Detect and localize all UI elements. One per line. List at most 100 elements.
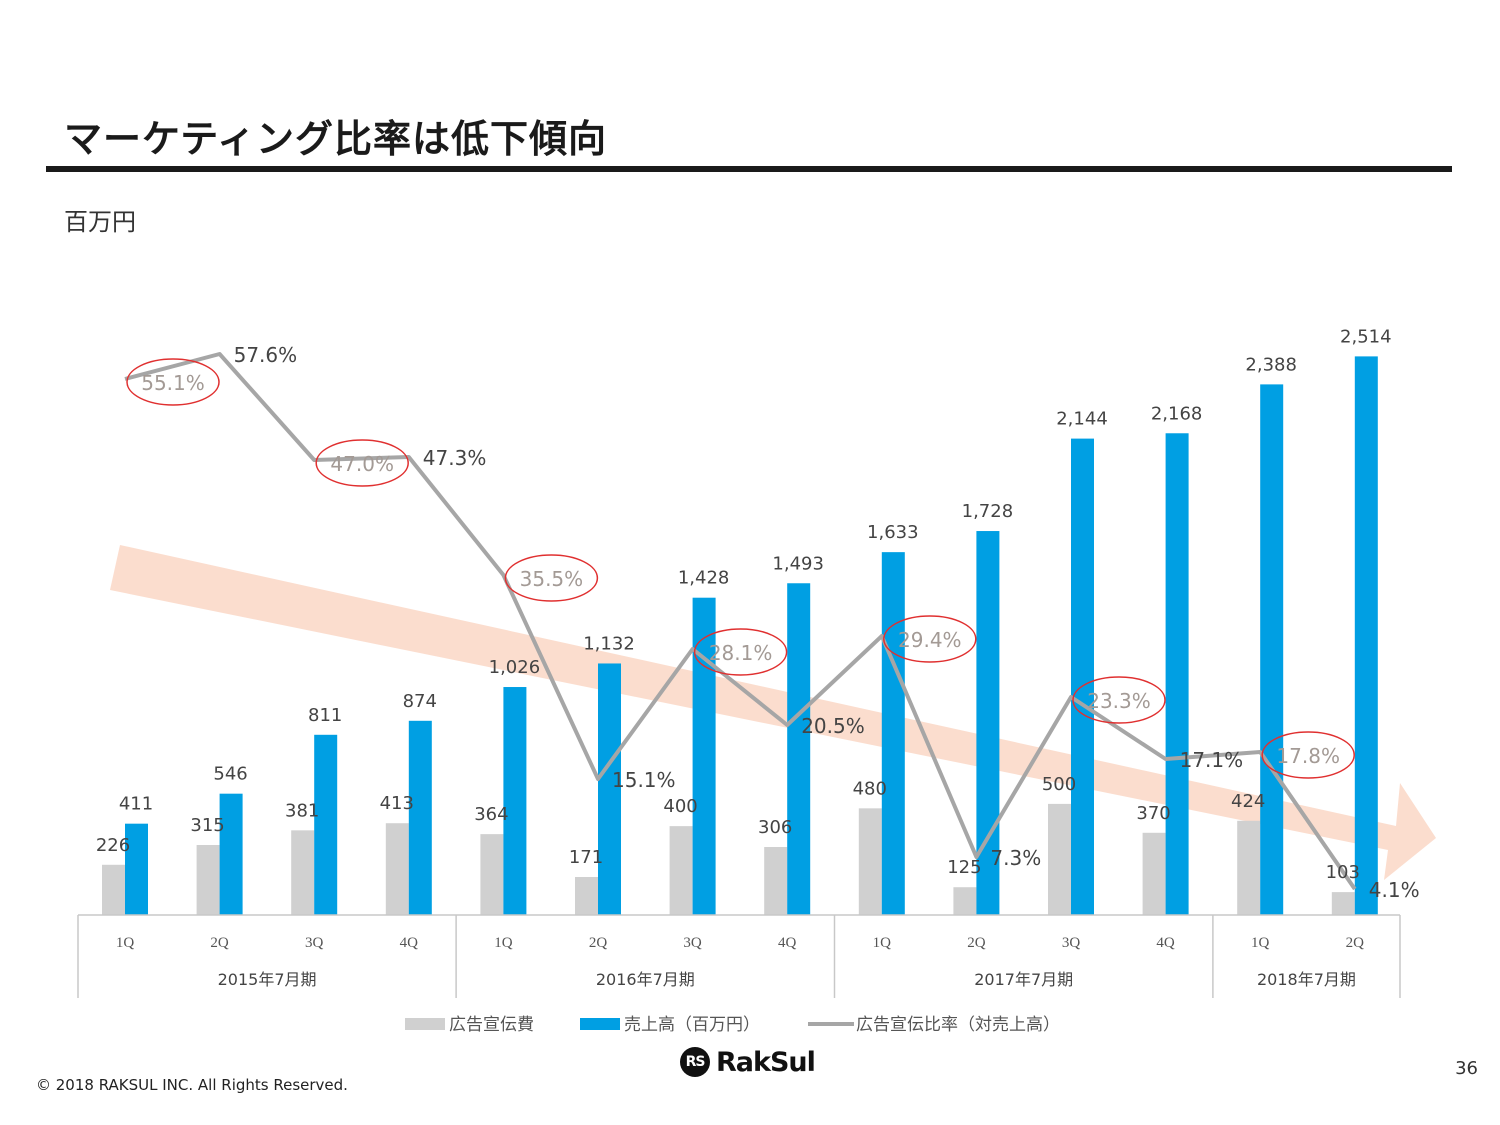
cost-value-label: 424: [1231, 791, 1265, 812]
sales-value-label: 1,026: [489, 657, 541, 678]
category-label: 3Q: [305, 935, 324, 951]
legend-label: 広告宣伝費: [449, 1015, 534, 1035]
category-label: 1Q: [1251, 935, 1270, 951]
cost-bar: [1142, 832, 1166, 915]
cost-value-label: 381: [285, 800, 319, 821]
category-label: 4Q: [400, 935, 419, 951]
ratio-label: 55.1%: [141, 371, 205, 395]
category-label: 4Q: [1156, 935, 1175, 951]
raksul-logo: RS RakSul: [680, 1043, 816, 1081]
category-label: 1Q: [873, 935, 892, 951]
cost-bar: [480, 834, 504, 915]
sales-value-label: 2,144: [1056, 409, 1108, 430]
sales-value-label: 2,168: [1151, 403, 1203, 424]
highlight-ellipse: [126, 358, 220, 406]
cost-bar: [1237, 820, 1261, 915]
category-label: 4Q: [778, 935, 797, 951]
sales-value-label: 1,493: [772, 553, 824, 574]
legend-swatch: [405, 1018, 445, 1030]
category-label: 2Q: [210, 935, 229, 951]
sales-value-label: 2,514: [1340, 326, 1392, 347]
sales-bar: [125, 823, 148, 915]
ratio-line: [124, 352, 1357, 891]
highlight-ellipse: [315, 439, 409, 487]
cost-value-label: 364: [474, 804, 508, 825]
category-label: 2Q: [1346, 935, 1365, 951]
sales-value-label: 411: [119, 794, 153, 815]
category-label: 3Q: [1062, 935, 1081, 951]
sales-value-label: 2,388: [1245, 354, 1297, 375]
raksul-logo-icon: RS: [680, 1047, 710, 1077]
sales-bar: [1165, 433, 1189, 915]
category-label: 1Q: [116, 935, 135, 951]
copyright: © 2018 RAKSUL INC. All Rights Reserved.: [36, 1076, 348, 1094]
ratio-label: 29.4%: [898, 628, 962, 652]
sales-bar: [1071, 438, 1094, 915]
legend-swatch: [580, 1018, 620, 1030]
highlight-ellipse: [883, 615, 977, 663]
ratio-label: 47.3%: [423, 446, 487, 470]
sales-bar: [976, 531, 1000, 915]
cost-bar: [196, 845, 220, 915]
category-label: 3Q: [683, 935, 702, 951]
sales-value-label: 1,428: [678, 568, 730, 589]
sales-bar: [881, 552, 905, 915]
category-label: 1Q: [494, 935, 513, 951]
sales-value-label: 546: [213, 764, 247, 785]
cost-value-label: 171: [569, 847, 603, 868]
sales-value-label: 1,728: [962, 501, 1014, 522]
ratio-label: 57.6%: [234, 343, 298, 367]
legend-label: 広告宣伝比率（対売上高）: [856, 1015, 1060, 1035]
page-number: 36: [1455, 1058, 1478, 1079]
ratio-label: 23.3%: [1087, 689, 1151, 713]
ratio-label: 47.0%: [330, 452, 394, 476]
cost-bar: [764, 847, 788, 915]
sales-value-label: 1,633: [867, 522, 919, 543]
cost-value-label: 370: [1136, 803, 1170, 824]
legend-label: 売上高（百万円）: [624, 1015, 760, 1035]
ratio-label: 17.8%: [1276, 744, 1340, 768]
cost-value-label: 413: [380, 793, 414, 814]
cost-value-label: 226: [96, 835, 130, 856]
cost-bar: [1048, 803, 1071, 915]
logo-text: RakSul: [716, 1046, 816, 1078]
sales-value-label: 1,132: [583, 633, 635, 654]
category-label: 2Q: [589, 935, 608, 951]
sales-bar: [598, 663, 621, 915]
ratio-label: 17.1%: [1180, 748, 1244, 772]
cost-bar: [102, 864, 125, 915]
highlight-ellipse: [1072, 676, 1166, 724]
cost-bar: [575, 877, 598, 915]
cost-value-label: 500: [1042, 774, 1076, 795]
group-label: 2018年7月期: [1257, 970, 1356, 989]
cost-bar: [953, 887, 977, 915]
sales-bar: [692, 597, 716, 915]
highlight-ellipse: [693, 628, 788, 676]
sales-bar: [503, 687, 527, 915]
sales-bar: [1354, 356, 1378, 916]
cost-value-label: 400: [663, 796, 697, 817]
highlight-ellipse: [1261, 731, 1355, 779]
sales-bar: [787, 583, 811, 915]
unit-label: 百万円: [64, 208, 136, 236]
cost-bar: [291, 830, 315, 915]
sales-value-label: 811: [308, 705, 342, 726]
title-divider: [46, 166, 1452, 172]
sales-bar: [408, 720, 432, 915]
group-label: 2016年7月期: [596, 970, 695, 989]
cost-value-label: 315: [190, 815, 224, 836]
cost-value-label: 125: [947, 857, 981, 878]
cost-value-label: 103: [1326, 862, 1360, 883]
ratio-label: 20.5%: [801, 714, 865, 738]
ratio-label: 35.5%: [520, 567, 584, 591]
ratio-label: 15.1%: [612, 768, 676, 792]
cost-bar: [858, 808, 882, 915]
ratio-label: 4.1%: [1369, 878, 1420, 902]
highlight-ellipse: [504, 554, 599, 602]
sales-bar: [1260, 384, 1284, 915]
cost-value-label: 480: [853, 778, 887, 799]
group-label: 2017年7月期: [974, 970, 1073, 989]
cost-bar: [385, 823, 409, 915]
ratio-label: 7.3%: [990, 846, 1041, 870]
